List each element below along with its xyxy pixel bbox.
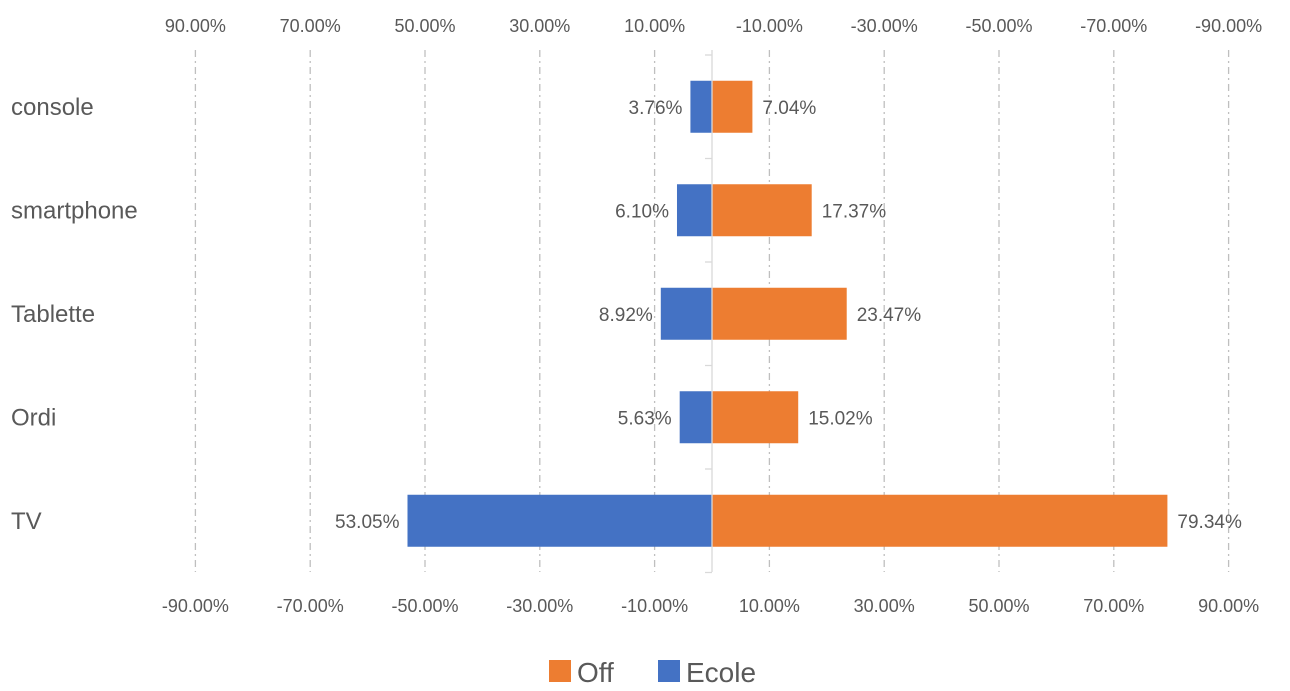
bottom-tick-label: -90.00% [162, 596, 229, 616]
category-label-console: console [11, 94, 94, 121]
bar-off-smartphone [712, 184, 812, 237]
bottom-tick-label: 50.00% [968, 596, 1029, 616]
data-label-ecole-tv: 53.05% [335, 512, 400, 533]
bar-ecole-tablette [660, 287, 712, 340]
data-label-ecole-ordi: 5.63% [618, 408, 672, 429]
data-label-ecole-smartphone: 6.10% [615, 201, 669, 222]
center-axis [705, 50, 713, 574]
data-label-ecole-tablette: 8.92% [599, 305, 653, 326]
category-label-tablette: Tablette [11, 301, 95, 328]
bar-ecole-ordi [679, 391, 712, 444]
bottom-tick-label: -70.00% [277, 596, 344, 616]
category-label-ordi: Ordi [11, 404, 56, 431]
legend-swatch-off [549, 660, 571, 682]
top-tick-label: -50.00% [965, 16, 1032, 36]
bar-off-tablette [712, 287, 847, 340]
top-tick-labels: 90.00% 70.00% 50.00% 30.00% 10.00% -10.00% -30… [165, 16, 1262, 36]
data-label-off-tablette: 23.47% [857, 305, 922, 326]
top-tick-label: 90.00% [165, 16, 226, 36]
data-label-ecole-console: 3.76% [629, 98, 683, 119]
legend-swatch-ecole [658, 660, 680, 682]
bar-ecole-smartphone [676, 184, 712, 237]
top-tick-label: 30.00% [509, 16, 570, 36]
top-tick-label: -90.00% [1195, 16, 1262, 36]
bottom-tick-label: -50.00% [391, 596, 458, 616]
bar-ecole-console [690, 80, 712, 133]
bottom-tick-label: 30.00% [854, 596, 915, 616]
bottom-tick-label: -10.00% [621, 596, 688, 616]
legend-label-ecole: Ecole [686, 657, 756, 688]
data-label-off-smartphone: 17.37% [822, 201, 887, 222]
bottom-tick-label: 90.00% [1198, 596, 1259, 616]
data-label-off-ordi: 15.02% [808, 408, 873, 429]
category-labels: console smartphone Tablette Ordi TV [11, 94, 138, 535]
bar-off-console [712, 80, 753, 133]
legend-label-off: Off [577, 657, 614, 688]
bottom-tick-label: 70.00% [1083, 596, 1144, 616]
bars [407, 80, 1168, 547]
bottom-tick-label: -30.00% [506, 596, 573, 616]
top-tick-label: 50.00% [394, 16, 455, 36]
top-tick-label: 10.00% [624, 16, 685, 36]
category-label-smartphone: smartphone [11, 197, 138, 224]
data-labels: 3.76% 7.04% 6.10% 17.37% 8.92% 23.47% 5.63% 15.… [335, 98, 1242, 533]
data-label-off-tv: 79.34% [1177, 512, 1242, 533]
top-tick-label: -10.00% [736, 16, 803, 36]
category-label-tv: TV [11, 508, 42, 535]
legend: Off Ecole [549, 657, 756, 688]
bar-off-tv [712, 494, 1168, 547]
top-tick-label: -70.00% [1080, 16, 1147, 36]
data-label-off-console: 7.04% [762, 98, 816, 119]
bottom-tick-label: 10.00% [739, 596, 800, 616]
top-tick-label: 70.00% [280, 16, 341, 36]
bottom-tick-labels: -90.00% -70.00% -50.00% -30.00% -10.00% 10.00… [162, 596, 1259, 616]
gridlines [194, 50, 1230, 572]
top-tick-label: -30.00% [851, 16, 918, 36]
bar-off-ordi [712, 391, 799, 444]
bar-ecole-tv [407, 494, 712, 547]
